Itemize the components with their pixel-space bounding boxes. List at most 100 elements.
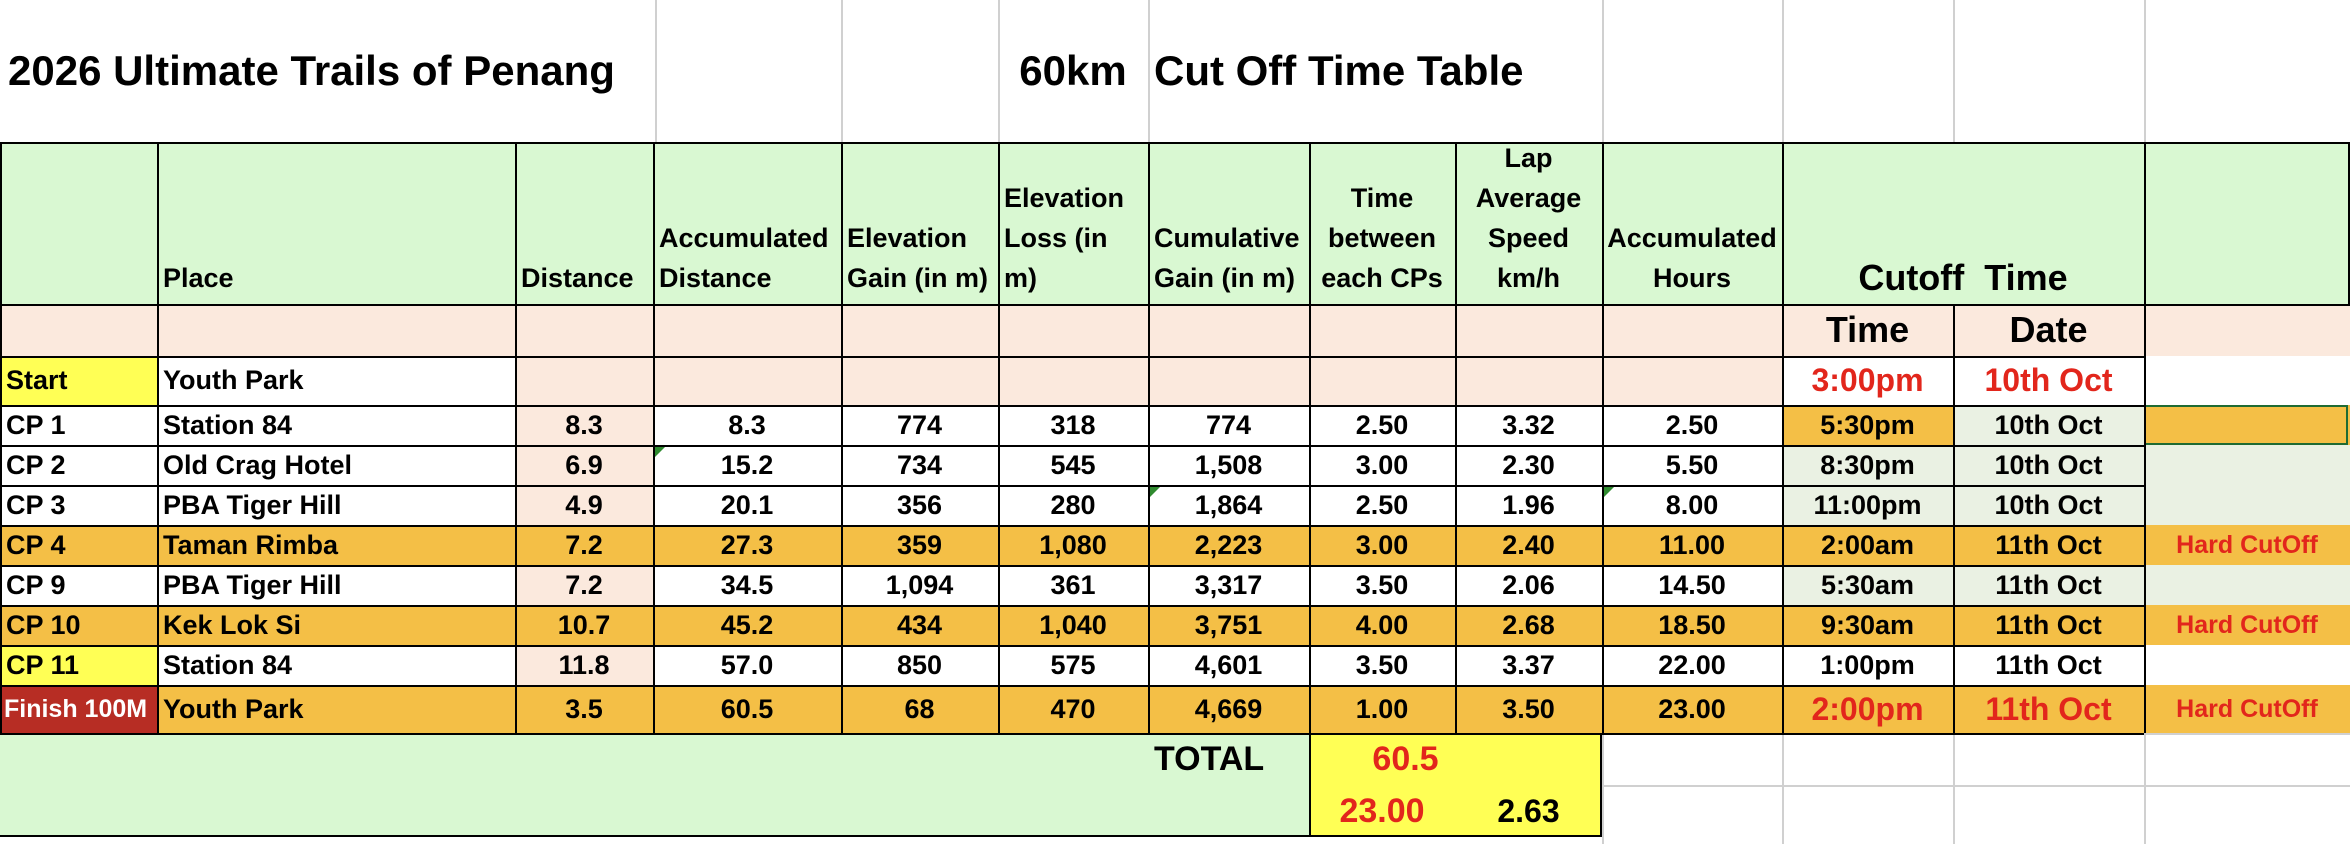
cell-distance[interactable]: 7.2	[515, 525, 653, 565]
cell-cum[interactable]: 1,864	[1194, 489, 1263, 520]
cell-loss[interactable]: 1,080	[998, 525, 1148, 565]
cell-date[interactable]: 11th Oct	[1953, 565, 2144, 605]
cell-note[interactable]	[2144, 485, 2350, 525]
cell-hours[interactable]: 23.00	[1602, 685, 1782, 733]
cell-note[interactable]	[2144, 565, 2350, 605]
total-avg-speed[interactable]: 2.63	[1497, 792, 1560, 829]
cell-hours[interactable]: 2.50	[1665, 409, 1719, 440]
cell-speed[interactable]: 2.06	[1502, 569, 1555, 600]
cell-distance[interactable]: 6.9	[515, 445, 653, 485]
cell-gain[interactable]: 734	[896, 449, 943, 480]
cell-hours[interactable]: 18.50	[1602, 605, 1782, 645]
cell-time[interactable]: 5:30am	[1782, 565, 1953, 605]
cell-gain[interactable]: 434	[841, 605, 998, 645]
cell-cp[interactable]: CP 2	[6, 449, 66, 480]
subheader-blank[interactable]	[0, 304, 1782, 356]
cell-gain[interactable]: 68	[841, 685, 998, 733]
cell-note[interactable]: Hard CutOff	[2144, 525, 2350, 565]
cell-loss[interactable]: 575	[1050, 649, 1096, 680]
cell-cp[interactable]: CP 4	[0, 525, 157, 565]
header-time-between[interactable]: Time between each CPs	[1309, 142, 1455, 304]
cell-place[interactable]: PBA Tiger Hill	[163, 569, 342, 600]
cell-time[interactable]: 8:30pm	[1782, 445, 1953, 485]
cell-hours[interactable]: 22.00	[1658, 649, 1726, 680]
cell-place[interactable]: Youth Park	[157, 685, 515, 733]
cell-between[interactable]: 4.00	[1309, 605, 1455, 645]
cell-place[interactable]: Old Crag Hotel	[163, 449, 353, 480]
cell-distance[interactable]: 3.5	[515, 685, 653, 733]
header-elev-gain[interactable]: Elevation Gain (in m)	[841, 142, 998, 304]
cell-date[interactable]: 10th Oct	[1953, 405, 2144, 445]
cell-speed[interactable]: 2.40	[1455, 525, 1602, 565]
cell-time[interactable]: 9:30am	[1782, 605, 1953, 645]
cell-between[interactable]: 3.00	[1355, 449, 1409, 480]
cell-date[interactable]: 11th Oct	[1995, 649, 2102, 680]
cell-date[interactable]: 11th Oct	[1953, 605, 2144, 645]
total-label[interactable]: TOTAL	[1154, 739, 1265, 778]
cell-loss[interactable]: 280	[1050, 489, 1096, 520]
header-cum-gain[interactable]: Cumulative Gain (in m)	[1148, 142, 1309, 304]
subheader-time[interactable]: Time	[1782, 304, 1953, 356]
header-cp[interactable]	[0, 142, 157, 304]
cell-cp[interactable]: CP 11	[0, 645, 157, 685]
start-time[interactable]: 3:00pm	[1811, 362, 1924, 399]
cell-note[interactable]: Hard CutOff	[2144, 605, 2350, 645]
cell-gain[interactable]: 850	[896, 649, 943, 680]
cell-date[interactable]: 10th Oct	[1953, 485, 2144, 525]
cell-note[interactable]: Hard CutOff	[2144, 685, 2350, 733]
cell-cum[interactable]: 4,669	[1148, 685, 1309, 733]
cell-cp[interactable]: CP 3	[6, 489, 66, 520]
cell-place[interactable]: Taman Rimba	[157, 525, 515, 565]
cell-cp[interactable]: CP 9	[6, 569, 66, 600]
cell-note[interactable]	[2144, 645, 2350, 685]
header-cutoff[interactable]: Cutoff Time	[1782, 142, 2144, 304]
cell-gain[interactable]: 356	[896, 489, 943, 520]
table-title[interactable]: Cut Off Time Table	[1154, 46, 1524, 94]
cell-hours[interactable]: 8.00	[1665, 489, 1719, 520]
cell-cum[interactable]: 1,508	[1194, 449, 1263, 480]
cell-between[interactable]: 3.50	[1355, 569, 1409, 600]
comment-marker-icon[interactable]	[653, 445, 667, 459]
start-date[interactable]: 10th Oct	[1984, 362, 2113, 399]
cell-between[interactable]: 3.50	[1355, 649, 1409, 680]
cell-speed[interactable]: 3.32	[1502, 409, 1555, 440]
cell-between[interactable]: 2.50	[1355, 489, 1409, 520]
cell-loss[interactable]: 1,040	[998, 605, 1148, 645]
cell-accum[interactable]: 60.5	[653, 685, 841, 733]
cell-note[interactable]	[2144, 405, 2350, 445]
cell-between[interactable]: 3.00	[1309, 525, 1455, 565]
cell-loss[interactable]: 545	[1050, 449, 1096, 480]
subheader-extra[interactable]	[2144, 304, 2350, 356]
subheader-date[interactable]: Date	[1953, 304, 2144, 356]
cell-place[interactable]: Kek Lok Si	[157, 605, 515, 645]
header-accum-hours[interactable]: Accumulated Hours	[1602, 142, 1782, 304]
cell-date[interactable]: 10th Oct	[1953, 445, 2144, 485]
cell-accum[interactable]: 57.0	[720, 649, 774, 680]
cell-loss[interactable]: 470	[998, 685, 1148, 733]
cell-gain[interactable]: 359	[841, 525, 998, 565]
cell-accum[interactable]: 45.2	[653, 605, 841, 645]
cell-gain[interactable]: 774	[896, 409, 943, 440]
cell-note[interactable]	[2144, 445, 2350, 485]
cell-between[interactable]: 1.00	[1309, 685, 1455, 733]
comment-marker-icon[interactable]	[1148, 485, 1162, 499]
comment-marker-icon[interactable]	[1602, 485, 1616, 499]
header-elev-loss[interactable]: Elevation Loss (in m)	[998, 142, 1148, 304]
cell-gain[interactable]: 1,094	[885, 569, 954, 600]
cell-place[interactable]: PBA Tiger Hill	[163, 489, 342, 520]
cell-distance[interactable]: 10.7	[515, 605, 653, 645]
cell-distance[interactable]: 11.8	[515, 645, 653, 685]
start-cp[interactable]: Start	[0, 356, 157, 405]
cell-place[interactable]: Station 84	[163, 649, 293, 680]
cell-loss[interactable]: 361	[1050, 569, 1096, 600]
total-distance[interactable]: 60.5	[1372, 739, 1439, 778]
start-place[interactable]: Youth Park	[163, 365, 304, 396]
cell-cp[interactable]: CP 1	[6, 409, 66, 440]
cell-cum[interactable]: 774	[1205, 409, 1252, 440]
cell-hours[interactable]: 5.50	[1665, 449, 1719, 480]
cell-date[interactable]: 11th Oct	[1953, 525, 2144, 565]
header-accum-distance[interactable]: Accumulated Distance	[653, 142, 841, 304]
cell-cum[interactable]: 2,223	[1148, 525, 1309, 565]
cell-time[interactable]: 11:00pm	[1782, 485, 1953, 525]
cell-time[interactable]: 2:00am	[1782, 525, 1953, 565]
